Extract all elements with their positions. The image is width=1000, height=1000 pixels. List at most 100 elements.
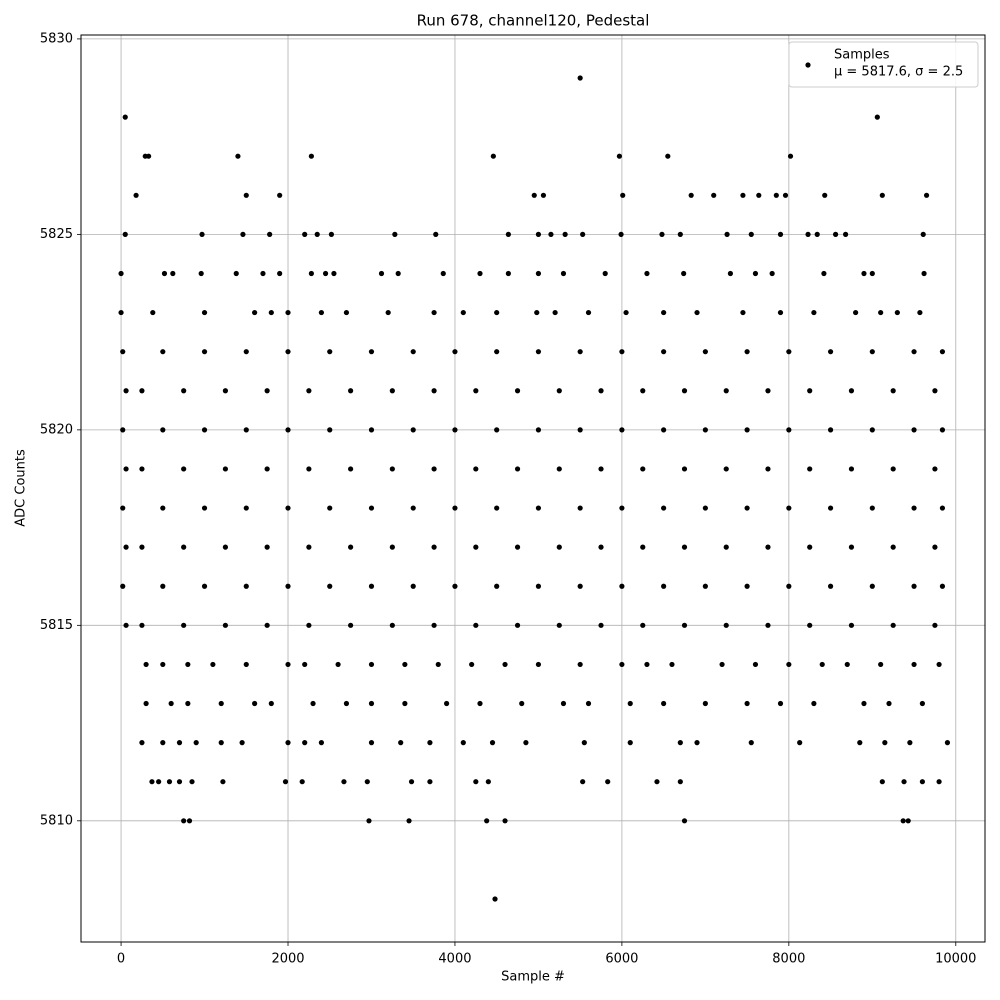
point	[644, 270, 650, 277]
point	[623, 309, 629, 316]
point	[431, 309, 437, 316]
point	[243, 583, 249, 589]
point	[120, 583, 126, 589]
point	[702, 583, 708, 589]
point	[302, 231, 308, 237]
point	[661, 349, 667, 355]
point	[605, 779, 611, 785]
point	[811, 700, 817, 707]
point	[277, 270, 283, 277]
point	[264, 466, 270, 472]
point	[740, 192, 746, 198]
point	[306, 388, 312, 394]
point	[139, 622, 145, 628]
point	[505, 270, 511, 277]
point	[702, 700, 708, 707]
point	[540, 192, 547, 198]
point	[306, 466, 312, 472]
point	[932, 544, 938, 550]
point	[348, 622, 354, 628]
point	[318, 309, 324, 316]
point	[285, 740, 291, 746]
point	[890, 388, 896, 394]
point	[577, 505, 583, 511]
point	[299, 779, 305, 785]
point	[514, 544, 521, 550]
point	[170, 270, 176, 277]
point	[787, 153, 794, 159]
point	[861, 270, 867, 277]
point	[473, 544, 479, 550]
point	[702, 505, 708, 511]
point	[744, 427, 750, 433]
point	[308, 270, 314, 277]
point	[598, 466, 604, 472]
point	[477, 270, 483, 277]
point	[911, 505, 917, 511]
point	[302, 740, 308, 746]
point	[577, 75, 583, 81]
point	[222, 388, 229, 394]
point	[233, 270, 239, 277]
point	[343, 309, 350, 316]
point	[619, 349, 625, 355]
point	[944, 740, 951, 746]
point	[827, 349, 834, 355]
point	[160, 505, 166, 511]
point	[843, 231, 849, 237]
point	[268, 309, 274, 316]
point	[318, 740, 324, 746]
point	[264, 544, 270, 550]
point	[939, 583, 946, 589]
point	[681, 544, 688, 550]
point	[919, 779, 925, 785]
point	[267, 231, 273, 237]
point	[535, 427, 542, 433]
point	[285, 505, 291, 511]
point	[765, 466, 771, 472]
point	[744, 349, 750, 355]
x-tick-label: 6000	[605, 952, 638, 967]
point	[120, 505, 126, 511]
point	[252, 700, 258, 707]
legend: Samples μ = 5817.6, σ = 2.5	[788, 41, 979, 88]
point	[654, 779, 660, 785]
point	[577, 583, 583, 589]
point	[285, 349, 291, 355]
point	[869, 270, 875, 277]
point	[285, 309, 291, 316]
point	[807, 466, 813, 472]
point	[901, 779, 907, 785]
point	[139, 388, 145, 394]
point	[661, 700, 667, 707]
point	[477, 700, 483, 707]
point	[260, 270, 266, 277]
point	[181, 622, 187, 628]
point	[661, 583, 667, 589]
point	[243, 661, 249, 668]
point	[201, 583, 208, 589]
point	[123, 622, 129, 628]
point	[677, 231, 683, 237]
point	[723, 622, 729, 628]
point	[494, 349, 500, 355]
x-tick-label: 10000	[935, 952, 976, 967]
point	[577, 427, 583, 433]
point	[577, 661, 583, 668]
point	[765, 544, 771, 550]
point	[886, 700, 892, 707]
point	[243, 192, 249, 198]
point	[894, 309, 900, 316]
point	[490, 153, 496, 159]
point	[890, 622, 896, 628]
point	[619, 661, 625, 668]
point	[535, 231, 542, 237]
point	[556, 388, 562, 394]
point	[821, 270, 827, 277]
chart-title: Run 678, channel120, Pedestal	[417, 12, 650, 30]
point	[857, 740, 863, 746]
point	[264, 388, 270, 394]
point	[681, 466, 688, 472]
point	[368, 505, 375, 511]
point	[181, 466, 187, 472]
